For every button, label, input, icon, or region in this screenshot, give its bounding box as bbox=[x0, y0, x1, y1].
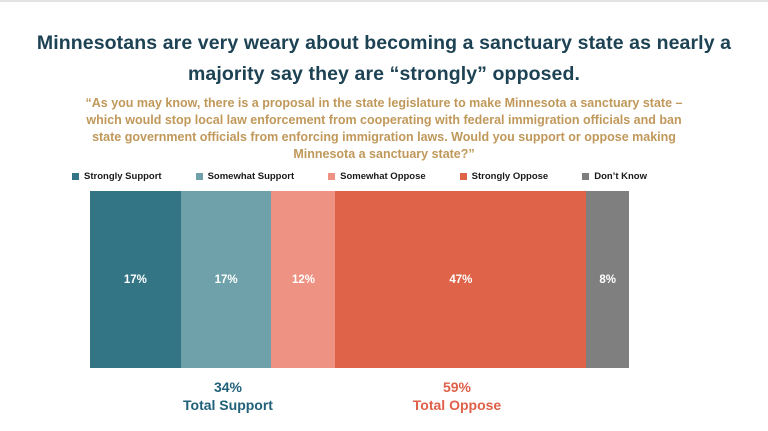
bar-segment-somewhat-oppose: 12% bbox=[271, 191, 336, 368]
legend-item-strongly-support: Strongly Support bbox=[72, 171, 162, 182]
bar-segment-value-label: 47% bbox=[449, 273, 473, 286]
bar-segment-strongly-oppose: 47% bbox=[335, 191, 587, 368]
total-oppose-value: 59% bbox=[442, 379, 472, 395]
legend-swatch-icon bbox=[195, 173, 203, 180]
legend-label: Strongly Oppose bbox=[471, 171, 549, 182]
total-support-label: Total Support bbox=[183, 397, 273, 413]
total-support-annotation: 34% Total Support bbox=[128, 378, 328, 414]
legend-label: Somewhat Oppose bbox=[340, 171, 426, 182]
legend-swatch-icon bbox=[328, 173, 336, 180]
title-line-1: Minnesotans are very weary about becomin… bbox=[36, 32, 732, 54]
legend-label: Strongly Support bbox=[84, 171, 162, 182]
title-line-2: majority say they are “strongly” opposed… bbox=[187, 63, 581, 85]
legend-item-somewhat-oppose: Somewhat Oppose bbox=[328, 171, 426, 182]
total-support-value: 34% bbox=[213, 379, 243, 395]
legend-swatch-icon bbox=[72, 173, 80, 180]
slide-title: Minnesotans are very weary about becomin… bbox=[20, 28, 748, 90]
legend-item-dont-know: Don’t Know bbox=[582, 171, 647, 182]
bar-segment-value-label: 8% bbox=[599, 273, 616, 286]
bar-segment-value-label: 17% bbox=[214, 273, 238, 286]
bar-segment-value-label: 17% bbox=[123, 273, 147, 286]
legend-item-somewhat-support: Somewhat Support bbox=[195, 171, 295, 182]
legend-label: Somewhat Support bbox=[207, 171, 295, 182]
bar-segment-somewhat-support: 17% bbox=[180, 191, 272, 368]
chart-legend: Strongly Support Somewhat Support Somewh… bbox=[72, 171, 647, 182]
total-oppose-label: Total Oppose bbox=[412, 397, 502, 413]
total-oppose-annotation: 59% Total Oppose bbox=[357, 378, 557, 414]
stacked-bar: 17% 17% 12% 47% 8% bbox=[90, 191, 629, 368]
bar-segment-dont-know: 8% bbox=[586, 191, 629, 368]
bar-segment-strongly-support: 17% bbox=[90, 191, 181, 368]
bar-segment-value-label: 12% bbox=[291, 273, 315, 286]
legend-swatch-icon bbox=[582, 173, 590, 180]
legend-label: Don’t Know bbox=[594, 171, 647, 182]
legend-item-strongly-oppose: Strongly Oppose bbox=[459, 171, 549, 182]
legend-swatch-icon bbox=[459, 173, 467, 180]
survey-question: “As you may know, there is a proposal in… bbox=[85, 96, 683, 161]
